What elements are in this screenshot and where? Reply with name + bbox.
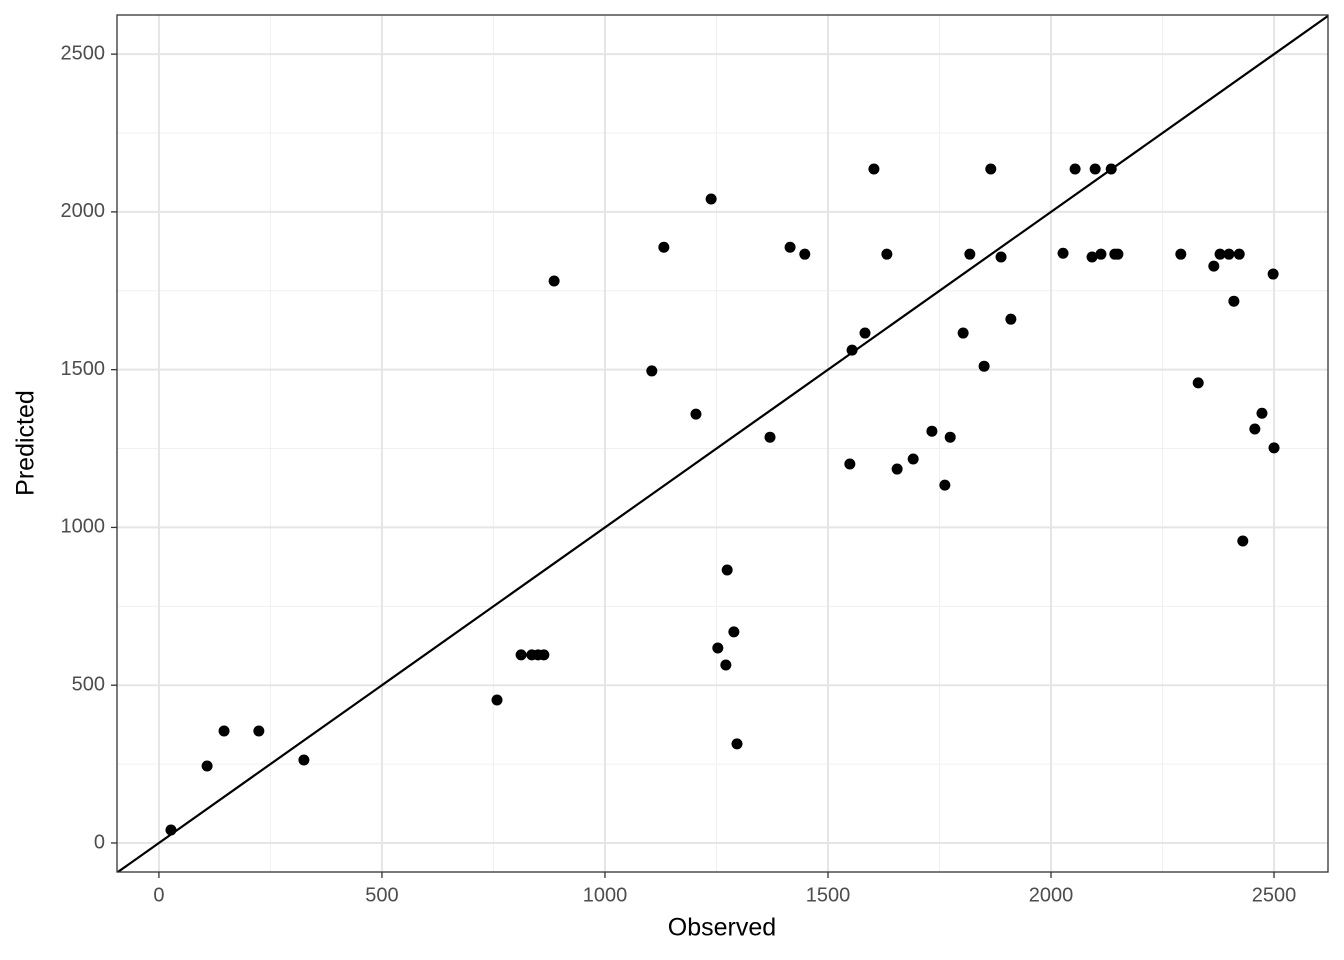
point	[1005, 313, 1017, 325]
point	[1112, 248, 1124, 260]
x-tick-label: 2000	[1029, 884, 1074, 906]
point	[1105, 163, 1117, 175]
point	[690, 408, 702, 420]
point	[978, 360, 990, 372]
point	[165, 824, 177, 836]
point	[844, 458, 856, 470]
point	[1208, 260, 1220, 272]
point	[1069, 163, 1081, 175]
point	[859, 327, 871, 339]
point	[1256, 407, 1268, 419]
point	[881, 248, 893, 260]
point	[1095, 248, 1107, 260]
panel-border	[116, 14, 1329, 873]
point	[731, 738, 743, 750]
y-tick-label: 1000	[61, 516, 106, 538]
point	[705, 193, 717, 205]
x-tick-label: 1500	[806, 884, 851, 906]
marks	[117, 15, 1328, 872]
y-tick-label: 0	[94, 831, 105, 853]
x-tick-label: 2500	[1252, 884, 1297, 906]
point	[1237, 535, 1249, 547]
y-tick-label: 2500	[61, 42, 106, 64]
y-tick-label: 2000	[61, 200, 106, 222]
point	[1268, 442, 1280, 454]
point	[1057, 247, 1069, 259]
point	[995, 251, 1007, 263]
y-tick-label: 500	[72, 673, 105, 695]
x-tick-label: 1000	[583, 884, 628, 906]
point	[201, 760, 213, 772]
identity-line	[117, 15, 1328, 872]
point	[764, 431, 776, 443]
point	[964, 248, 976, 260]
point	[548, 275, 560, 287]
y-tick-label: 1500	[61, 358, 106, 380]
x-tick-label: 500	[365, 884, 398, 906]
point	[646, 365, 658, 377]
point	[1089, 163, 1101, 175]
point	[1223, 248, 1235, 260]
point	[926, 425, 938, 437]
point	[712, 642, 724, 654]
point	[985, 163, 997, 175]
point	[298, 754, 310, 766]
point	[1233, 248, 1245, 260]
point	[907, 453, 919, 465]
point	[720, 659, 732, 671]
point	[515, 649, 527, 661]
point	[799, 248, 811, 260]
point	[253, 725, 265, 737]
point	[784, 241, 796, 253]
x-tick-label: 0	[153, 884, 164, 906]
x-axis-title: Observed	[668, 914, 776, 942]
point	[1228, 295, 1240, 307]
point	[728, 626, 740, 638]
point	[1175, 248, 1187, 260]
point	[491, 694, 503, 706]
point	[658, 241, 670, 253]
point	[868, 163, 880, 175]
point	[891, 463, 903, 475]
point	[1086, 251, 1098, 263]
grid	[117, 15, 1328, 872]
y-axis-title: Predicted	[12, 390, 40, 496]
labels: 0 500 1000 1500 2000 2500 0 500 1000 1500 2000 2500	[61, 42, 1297, 906]
point	[538, 649, 550, 661]
point	[1214, 248, 1226, 260]
point	[944, 431, 956, 443]
point	[957, 327, 969, 339]
point	[846, 344, 858, 356]
point	[1249, 423, 1261, 435]
point	[1267, 268, 1279, 280]
point	[218, 725, 230, 737]
point	[1192, 377, 1204, 389]
point	[939, 479, 951, 491]
point	[721, 564, 733, 576]
